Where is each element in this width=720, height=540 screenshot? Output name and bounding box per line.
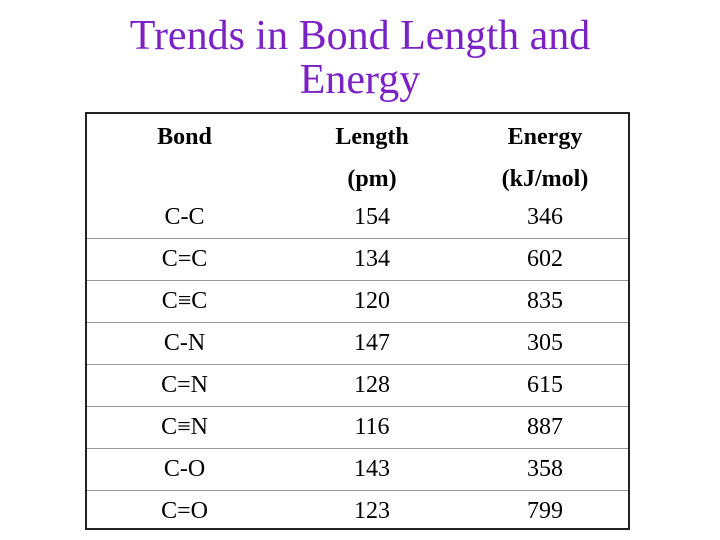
table-cell: 143	[354, 456, 390, 482]
row-divider	[87, 280, 628, 281]
table-cell: 346	[527, 204, 563, 230]
table-cell: 887	[527, 414, 563, 440]
row-divider	[87, 238, 628, 239]
header-cell: (kJ/mol)	[501, 166, 589, 192]
table-cell: 358	[527, 456, 563, 482]
table-cell: 602	[527, 246, 563, 272]
slide-title: Trends in Bond Length and Energy	[129, 13, 591, 103]
header-cell: Bond	[157, 124, 212, 150]
table-cell: C-C	[164, 204, 205, 230]
row-divider	[87, 448, 628, 449]
row-divider	[87, 490, 628, 491]
row-divider	[87, 364, 628, 365]
table-cell: 305	[527, 330, 563, 356]
row-divider	[87, 322, 628, 323]
table-cell: C-O	[163, 456, 206, 482]
table-cell: 116	[354, 414, 390, 440]
table-cell: C=C	[161, 246, 208, 272]
table-cell: 615	[527, 372, 563, 398]
table-cell: 134	[354, 246, 390, 272]
table-cell: 147	[354, 330, 390, 356]
table-cell: C≡N	[161, 414, 208, 440]
header-cell: (pm)	[347, 166, 397, 192]
row-divider	[87, 406, 628, 407]
table-cell: 120	[354, 288, 390, 314]
table: Bond Length (pm) Energy (kJ/mol) C-C 154 346 C=C…	[85, 112, 630, 530]
table-cell: 799	[527, 498, 563, 524]
table-cell: C≡C	[161, 288, 208, 314]
table-cell: 835	[527, 288, 563, 314]
table-cell: 128	[354, 372, 390, 398]
table-cell: 123	[354, 498, 390, 524]
table-cell: C-N	[163, 330, 206, 356]
table-cell: C=N	[161, 372, 208, 398]
table-cell: C=O	[161, 498, 208, 524]
header-cell: Energy	[507, 124, 583, 150]
header-cell: Length	[335, 124, 409, 150]
table-cell: 154	[354, 204, 390, 230]
